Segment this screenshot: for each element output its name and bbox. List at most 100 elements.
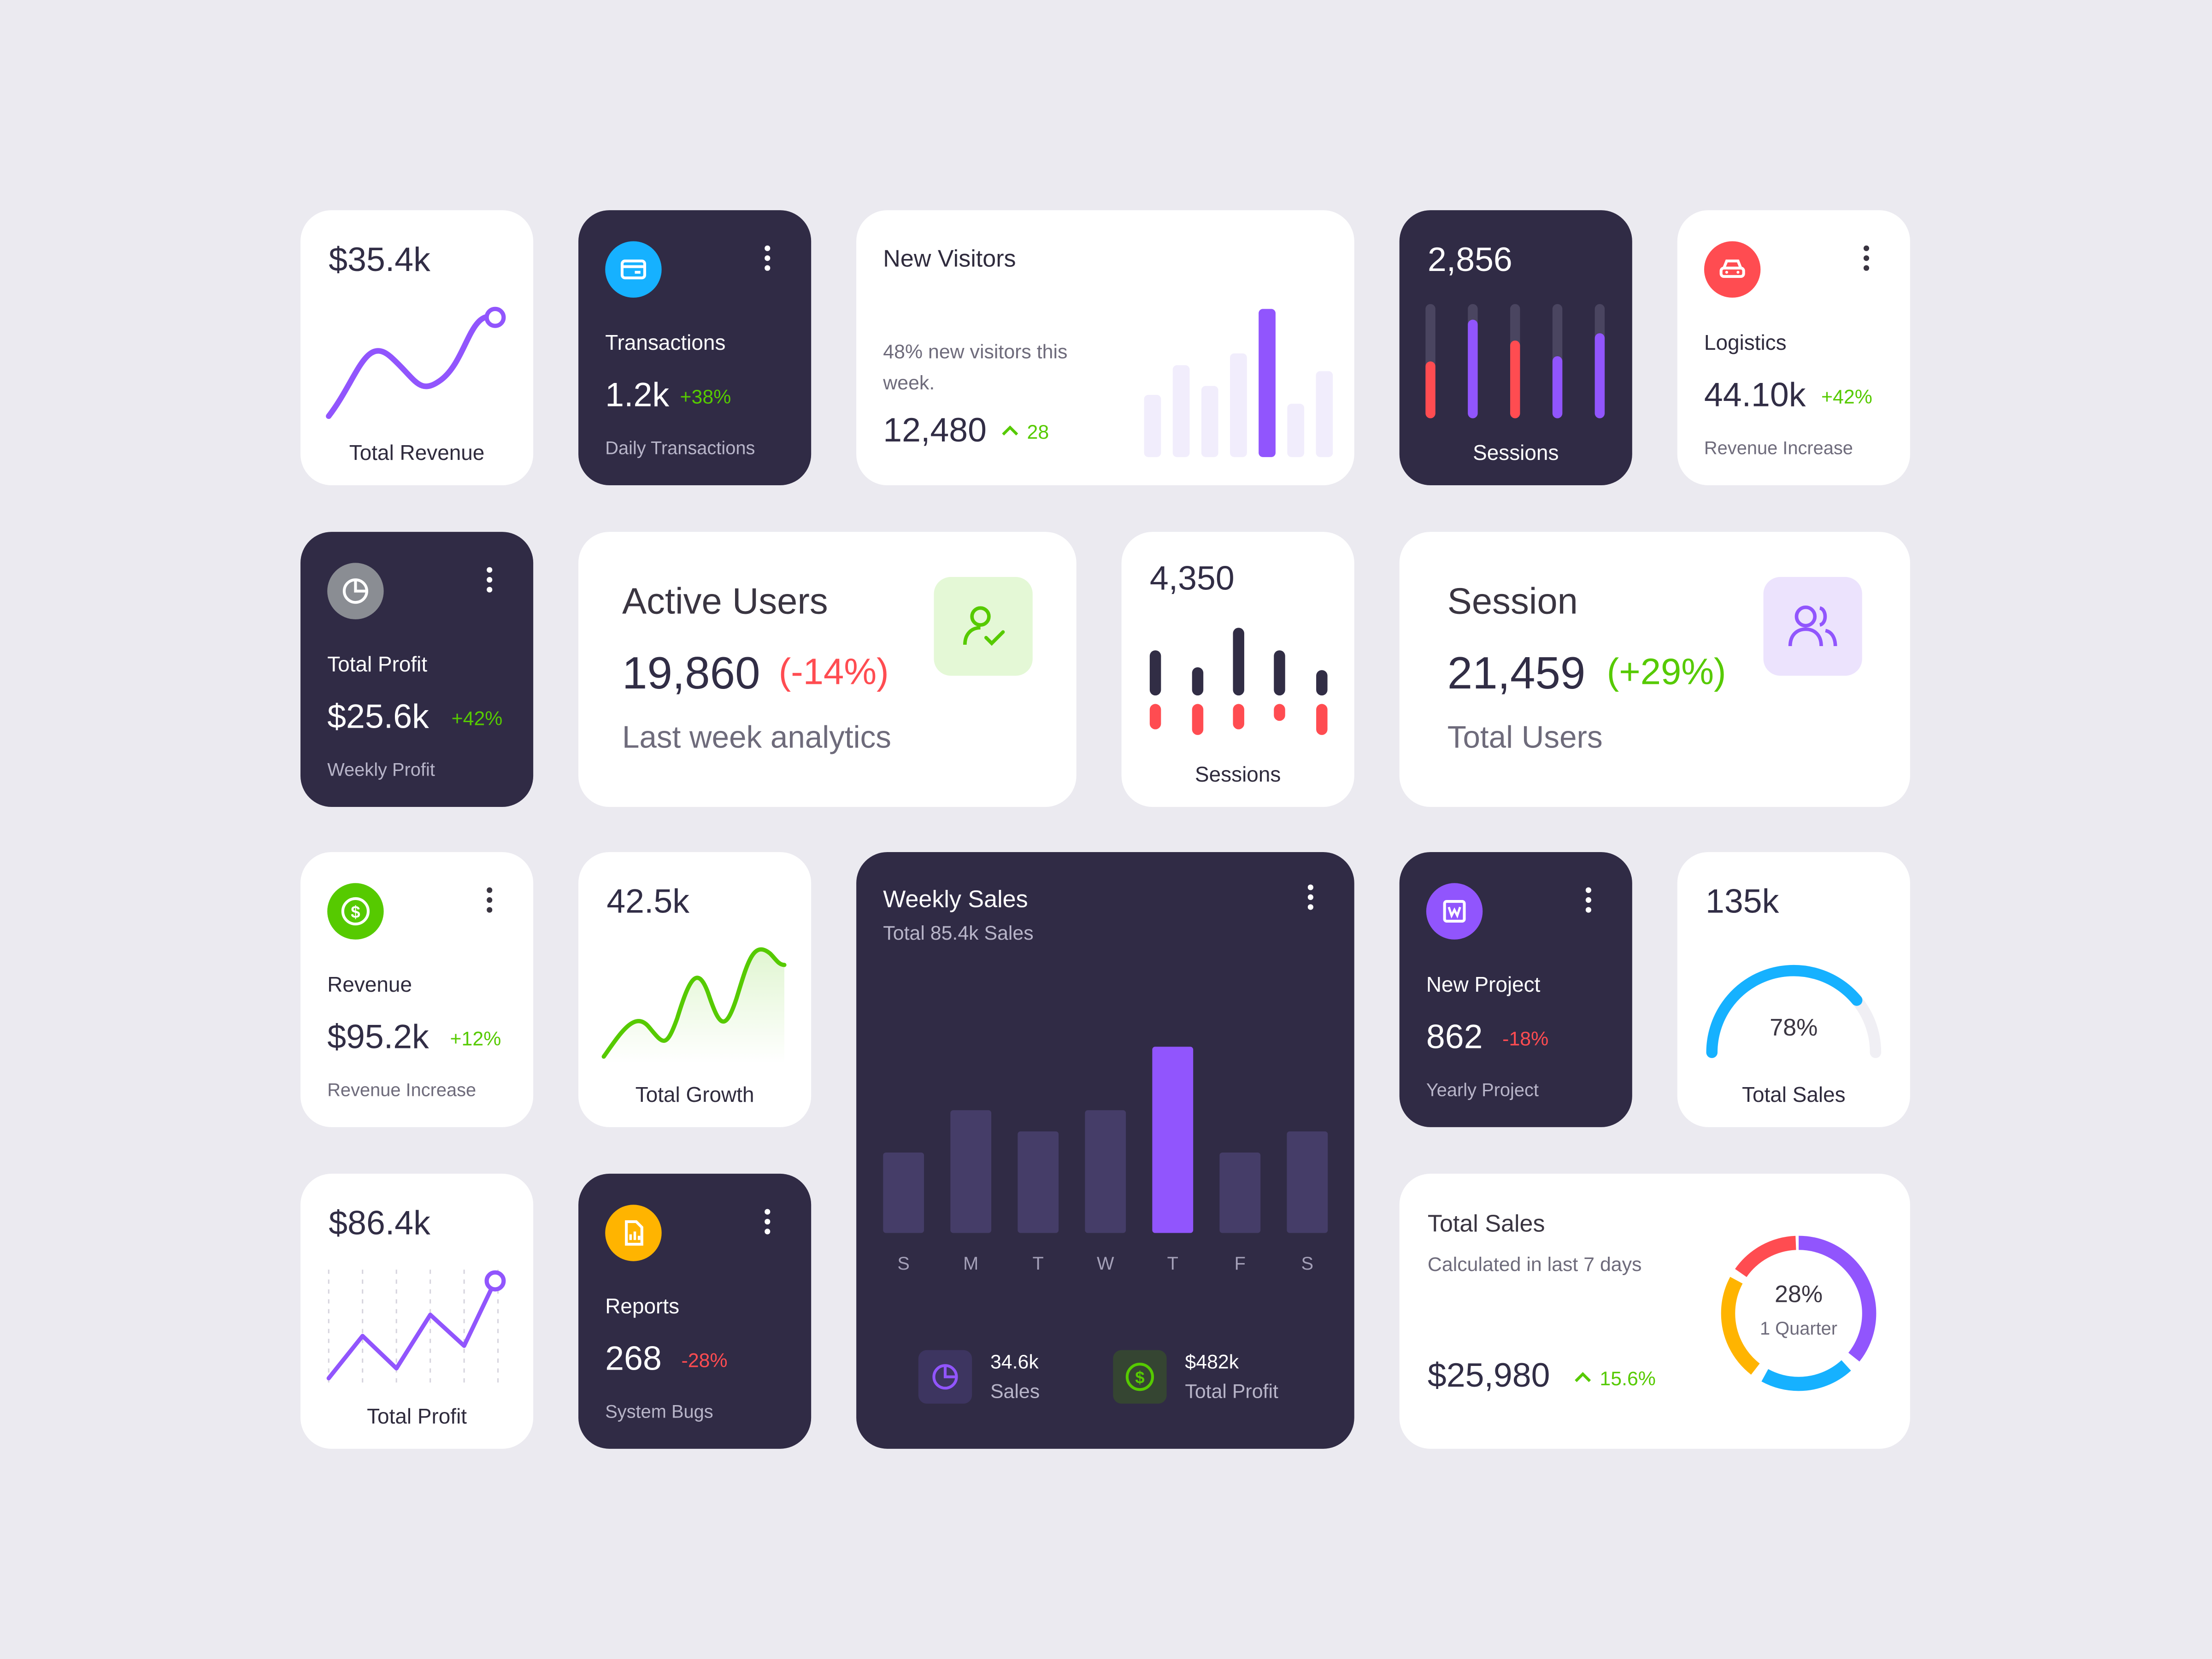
weekly-sales-x-tick: W	[1096, 1253, 1114, 1274]
new-visitors-change: 28	[1027, 420, 1049, 443]
total-revenue-card[interactable]: $35.4k Total Revenue	[300, 210, 534, 486]
total-profit-dark-subtitle: Weekly Profit	[327, 759, 435, 780]
new-project-value: 862	[1426, 1018, 1483, 1057]
weekly-sales-x-tick: F	[1234, 1253, 1246, 1274]
visitor-bar	[1144, 394, 1161, 457]
total-sales-gauge-card[interactable]: 135k 78% Total Sales	[1677, 852, 1910, 1127]
total-profit-dark-title: Total Profit	[327, 653, 428, 677]
total-sales-gauge-value: 135k	[1705, 883, 1779, 921]
credit-card-icon	[605, 241, 662, 298]
sessions-dark-bar-chart	[1425, 304, 1605, 418]
report-icon	[605, 1205, 662, 1261]
active-users-value: 19,860	[622, 647, 760, 699]
reports-title: Reports	[605, 1295, 680, 1319]
revenue-change: +12%	[450, 1027, 501, 1050]
logistics-card[interactable]: Logistics 44.10k +42% Revenue Increase	[1677, 210, 1910, 486]
more-options-icon[interactable]	[1296, 883, 1324, 911]
revenue-card[interactable]: $ Revenue $95.2k +12% Revenue Increase	[300, 852, 534, 1127]
total-revenue-label: Total Revenue	[349, 441, 485, 466]
sales-stat-icon	[918, 1350, 972, 1404]
total-profit-line-card[interactable]: $86.4k Total Profit	[300, 1173, 534, 1449]
weekly-sales-x-tick: M	[963, 1253, 979, 1274]
arrow-up-icon	[1002, 425, 1018, 436]
user-check-icon	[934, 577, 1033, 676]
total-growth-label: Total Growth	[635, 1083, 754, 1108]
weekly-sales-bar	[883, 1153, 924, 1233]
transactions-subtitle: Daily Transactions	[605, 437, 755, 459]
total-growth-card[interactable]: 42.5k Total Growth	[578, 852, 812, 1127]
weekly-sales-subtitle: Total 85.4k Sales	[883, 921, 1034, 944]
total-profit-dark-value: $25.6k	[327, 698, 429, 736]
new-visitors-bar-chart	[1144, 309, 1333, 457]
sessions-light-card[interactable]: 4,350 Sessions	[1121, 532, 1354, 807]
car-icon	[1704, 241, 1761, 298]
document-icon	[1426, 883, 1483, 940]
total-sales-donut-value: $25,980	[1427, 1357, 1550, 1395]
reports-subtitle: System Bugs	[605, 1400, 713, 1422]
session-change: (+29%)	[1606, 650, 1726, 693]
session-card[interactable]: Session 21,459 (+29%) Total Users	[1399, 532, 1910, 807]
total-revenue-value: $35.4k	[329, 241, 430, 280]
total-sales-donut-chart	[1721, 1235, 1877, 1391]
more-options-icon[interactable]	[476, 566, 504, 594]
total-revenue-line-chart	[326, 306, 506, 419]
weekly-sales-card[interactable]: Weekly Sales Total 85.4k Sales S M T W T F S 3…	[856, 852, 1354, 1449]
new-project-change: -18%	[1502, 1027, 1549, 1050]
total-profit-dark-change: +42%	[451, 706, 503, 729]
visitor-bar	[1230, 353, 1247, 457]
transactions-change: +38%	[680, 385, 731, 408]
arrow-up-icon	[1575, 1372, 1591, 1382]
visitor-bar	[1201, 386, 1218, 457]
logistics-subtitle: Revenue Increase	[1704, 437, 1853, 459]
new-visitors-description: 48% new visitors this week.	[883, 340, 1068, 394]
more-options-icon[interactable]	[1852, 244, 1880, 272]
more-options-icon[interactable]	[1574, 886, 1602, 914]
total-growth-value: 42.5k	[606, 883, 690, 921]
total-profit-line-value: $86.4k	[329, 1205, 430, 1243]
weekly-sales-x-tick: S	[897, 1253, 910, 1274]
total-sales-donut-percent: 28%	[1774, 1281, 1823, 1308]
weekly-sales-bar	[1287, 1131, 1328, 1233]
session-title: Session	[1447, 580, 1578, 622]
total-profit-line-chart	[326, 1270, 506, 1386]
svg-text:$: $	[351, 902, 360, 921]
weekly-sales-x-tick: T	[1167, 1253, 1178, 1274]
new-visitors-value: 12,480	[883, 412, 987, 450]
total-growth-line-chart	[601, 947, 787, 1064]
users-icon	[1763, 577, 1862, 676]
active-users-card[interactable]: Active Users 19,860 (-14%) Last week ana…	[578, 532, 1077, 807]
active-users-change: (-14%)	[778, 650, 889, 693]
visitor-bar	[1316, 371, 1333, 457]
weekly-sales-bar	[950, 1110, 992, 1233]
profit-stat-label: Total Profit	[1185, 1379, 1278, 1402]
logistics-change: +42%	[1821, 385, 1872, 408]
total-profit-dark-card[interactable]: Total Profit $25.6k +42% Weekly Profit	[300, 532, 534, 807]
total-sales-donut-card[interactable]: Total Sales Calculated in last 7 days $2…	[1399, 1173, 1910, 1449]
more-options-icon[interactable]	[753, 1207, 782, 1235]
visitor-bar	[1287, 404, 1305, 457]
more-options-icon[interactable]	[476, 886, 504, 914]
total-sales-gauge-percent: 78%	[1770, 1014, 1818, 1041]
sessions-dark-label: Sessions	[1473, 441, 1559, 466]
weekly-sales-x-tick: S	[1301, 1253, 1314, 1274]
logistics-title: Logistics	[1704, 331, 1787, 356]
new-visitors-card[interactable]: New Visitors 48% new visitors this week.…	[856, 210, 1354, 486]
transactions-card[interactable]: Transactions 1.2k +38% Daily Transaction…	[578, 210, 812, 486]
total-sales-gauge-label: Total Sales	[1742, 1083, 1846, 1108]
new-project-title: New Project	[1426, 973, 1541, 998]
weekly-sales-bar-chart	[883, 1047, 1328, 1233]
more-options-icon[interactable]	[753, 244, 782, 272]
sessions-light-label: Sessions	[1195, 763, 1281, 788]
reports-card[interactable]: Reports 268 -28% System Bugs	[578, 1173, 812, 1449]
transactions-value: 1.2k	[605, 377, 670, 415]
revenue-value: $95.2k	[327, 1018, 429, 1057]
new-project-card[interactable]: New Project 862 -18% Yearly Project	[1399, 852, 1632, 1127]
transactions-title: Transactions	[605, 331, 726, 356]
dollar-icon: $	[327, 883, 384, 940]
profit-stat-icon: $	[1113, 1350, 1167, 1404]
sessions-dark-card[interactable]: 2,856 Sessions	[1399, 210, 1632, 486]
active-users-subtitle: Last week analytics	[622, 719, 891, 755]
sessions-dark-value: 2,856	[1427, 241, 1512, 280]
visitor-bar	[1259, 309, 1276, 457]
total-sales-donut-period: 1 Quarter	[1759, 1318, 1838, 1339]
